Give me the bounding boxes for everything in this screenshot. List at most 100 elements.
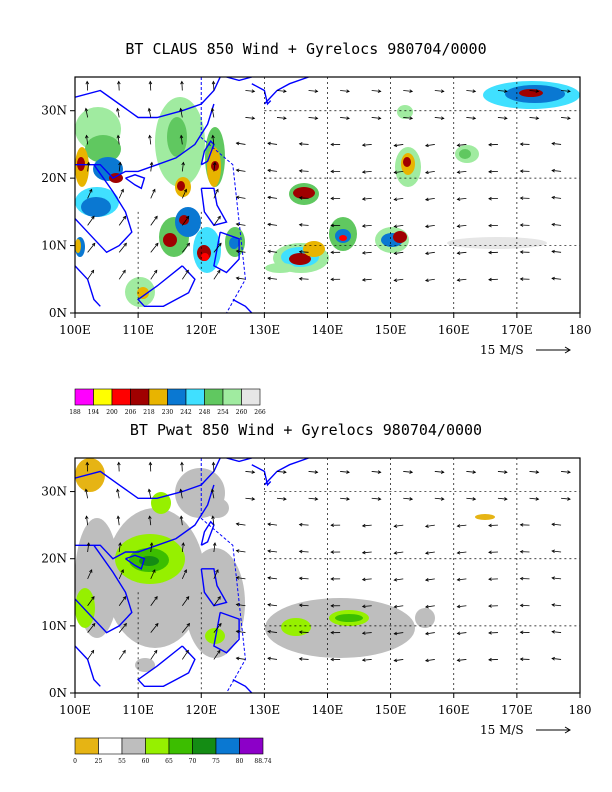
wind-arrowhead <box>567 497 571 501</box>
wind-arrowhead <box>551 549 555 554</box>
wind-arrowhead <box>211 134 215 139</box>
coastline <box>263 77 309 105</box>
wind-vector <box>529 117 539 119</box>
wind-vector <box>561 497 571 500</box>
wind-arrowhead <box>235 602 240 607</box>
coastline <box>137 265 196 307</box>
wind-arrowhead <box>393 577 398 582</box>
wind-vector <box>552 170 562 172</box>
wind-vector <box>181 623 190 633</box>
field-shade <box>293 187 315 199</box>
field-shade <box>475 514 495 520</box>
wind-vector <box>394 632 404 635</box>
wind-vector <box>434 117 444 119</box>
wind-vector <box>211 489 215 499</box>
wind-vector <box>150 596 158 606</box>
wind-vector <box>561 90 571 92</box>
wind-arrowhead <box>504 497 508 501</box>
wind-vector <box>236 142 246 145</box>
wind-vector <box>299 658 309 660</box>
wind-arrowhead <box>91 596 95 600</box>
colorbar-swatch <box>98 737 123 755</box>
wind-arrowhead <box>235 276 240 281</box>
wind-arrowhead <box>215 188 219 193</box>
wind-arrowhead <box>267 629 271 634</box>
wind-arrowhead <box>393 143 398 148</box>
wind-arrowhead <box>235 168 240 173</box>
wind-arrowhead <box>117 80 121 85</box>
wind-vector <box>561 471 571 473</box>
pwat-map-panel: 100E 110E 120E 130E 140E 150E 160E 170E 180 30N 20… <box>41 457 591 765</box>
wind-vector <box>181 270 189 280</box>
wind-vector <box>425 144 435 147</box>
wind-arrowhead <box>330 523 334 528</box>
wind-arrowhead <box>519 523 524 527</box>
wind-arrowhead <box>267 195 271 200</box>
field-shade <box>303 241 325 257</box>
wind-vector <box>87 216 95 226</box>
pwat-field-layer <box>75 458 571 693</box>
wind-vector <box>403 497 413 500</box>
wind-arrowhead <box>330 169 334 174</box>
wind-arrowhead <box>267 168 271 173</box>
wind-vector <box>212 135 215 145</box>
wind-vector <box>394 551 404 554</box>
wind-arrowhead <box>488 604 492 608</box>
coastline <box>75 645 101 687</box>
wind-vector <box>425 171 435 174</box>
wind-arrowhead <box>472 497 477 501</box>
wind-vector <box>118 189 124 199</box>
wind-vector <box>371 117 381 119</box>
wind-arrowhead <box>283 470 287 474</box>
wind-vector <box>86 135 89 145</box>
wind-arrowhead <box>424 551 429 555</box>
wind-arrowhead <box>84 488 89 493</box>
field-shade <box>109 173 123 183</box>
claus-reference-vector: 15 M/S <box>480 343 571 357</box>
wind-vector <box>181 189 187 199</box>
lon-tick-label: 120E <box>185 703 217 717</box>
wind-arrowhead <box>377 470 382 474</box>
wind-vector <box>245 90 255 92</box>
colorbar-swatch <box>215 737 240 755</box>
wind-arrowhead <box>122 596 127 600</box>
wind-vector <box>211 108 215 118</box>
wind-vector <box>118 623 127 633</box>
lon-tick-label: 110E <box>122 703 154 717</box>
wind-vector <box>87 650 94 660</box>
colorbar-label: 200 <box>106 409 118 416</box>
field-shade <box>415 608 435 628</box>
wind-arrowhead <box>85 461 90 466</box>
wind-vector <box>466 471 476 473</box>
wind-arrowhead <box>183 188 188 193</box>
wind-vector <box>362 524 372 527</box>
lon-tick-label: 130E <box>249 703 281 717</box>
colorbar-swatch <box>148 388 168 406</box>
wind-arrowhead <box>377 89 382 93</box>
wind-arrowhead <box>440 470 445 474</box>
wind-vector <box>552 550 562 553</box>
colorbar-swatch <box>185 388 205 406</box>
colorbar-label: 266 <box>254 409 266 416</box>
wind-vector <box>181 162 184 172</box>
wind-vector <box>457 632 467 634</box>
colorbar-label: 206 <box>125 409 137 416</box>
wind-vector <box>394 144 404 147</box>
wind-vector <box>552 196 562 199</box>
wind-arrowhead <box>149 542 154 546</box>
field-shade <box>75 588 95 628</box>
wind-vector <box>148 108 152 118</box>
colorbar-swatch <box>74 388 94 406</box>
wind-vector <box>118 216 126 226</box>
wind-vector <box>299 577 309 580</box>
wind-arrowhead <box>551 630 555 634</box>
colorbar-label: 242 <box>180 409 192 416</box>
wind-arrowhead <box>210 488 215 493</box>
wind-arrowhead <box>314 89 319 93</box>
colorbar-label: 55 <box>118 758 126 765</box>
wind-arrowhead <box>535 89 540 93</box>
pwat-panel-title: BT Pwat 850 Wind + Gyrelocs 980704/0000 <box>129 421 483 439</box>
wind-vector <box>236 603 246 607</box>
wind-arrowhead <box>330 277 334 282</box>
wind-vector <box>148 489 152 499</box>
